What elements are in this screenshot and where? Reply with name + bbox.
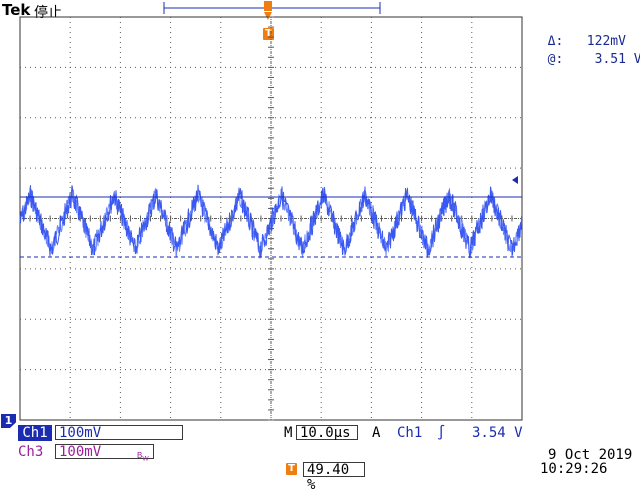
ch1-waveform-trace-overlay [19,187,523,258]
ch3-label[interactable]: Ch3 [18,444,44,460]
trigger-level-arrow-icon [512,176,518,184]
ch1-scale[interactable]: 100mV [55,425,183,441]
delta-value: 122mV [586,34,626,49]
ch1-waveform-trace [19,184,523,259]
timebase-value[interactable]: 10.0µs [296,425,358,441]
trigger-position-value[interactable]: 49.40 % [303,462,365,493]
bandwidth-label: B [137,451,143,460]
date-display: 9 Oct 2019 [548,447,633,463]
timebase-prefix: M [284,425,293,441]
at-symbol: @: [547,52,564,67]
ch1-ground-marker-icon[interactable]: 1 [1,414,16,428]
brand-logo: Tek [2,1,31,19]
trigger-mode: A [372,425,381,441]
trigger-marker-icon[interactable]: T [263,28,274,40]
bandwidth-sub: W [142,455,149,463]
cursor-at-readout: @: 3.51 V [532,37,640,67]
trigger-position-arrow-icon [264,12,272,20]
cursor-delta-readout: Δ: 122mV [532,19,626,49]
trigger-source[interactable]: Ch1 [397,425,423,441]
trigger-level[interactable]: 3.54 V [472,425,523,441]
scope-display [19,16,523,421]
delta-symbol: Δ: [547,34,564,49]
bandwidth-limit-icon: BW [137,451,149,463]
record-position-bar[interactable] [0,0,640,44]
trigger-slope-icon[interactable]: ∫ [437,425,446,441]
ch3-scale[interactable]: 100mV [55,444,154,460]
time-display: 10:29:26 [540,461,608,477]
ch1-label[interactable]: Ch1 [18,425,52,441]
at-value: 3.51 V [594,52,640,67]
trigger-position-icon: T [286,463,297,475]
